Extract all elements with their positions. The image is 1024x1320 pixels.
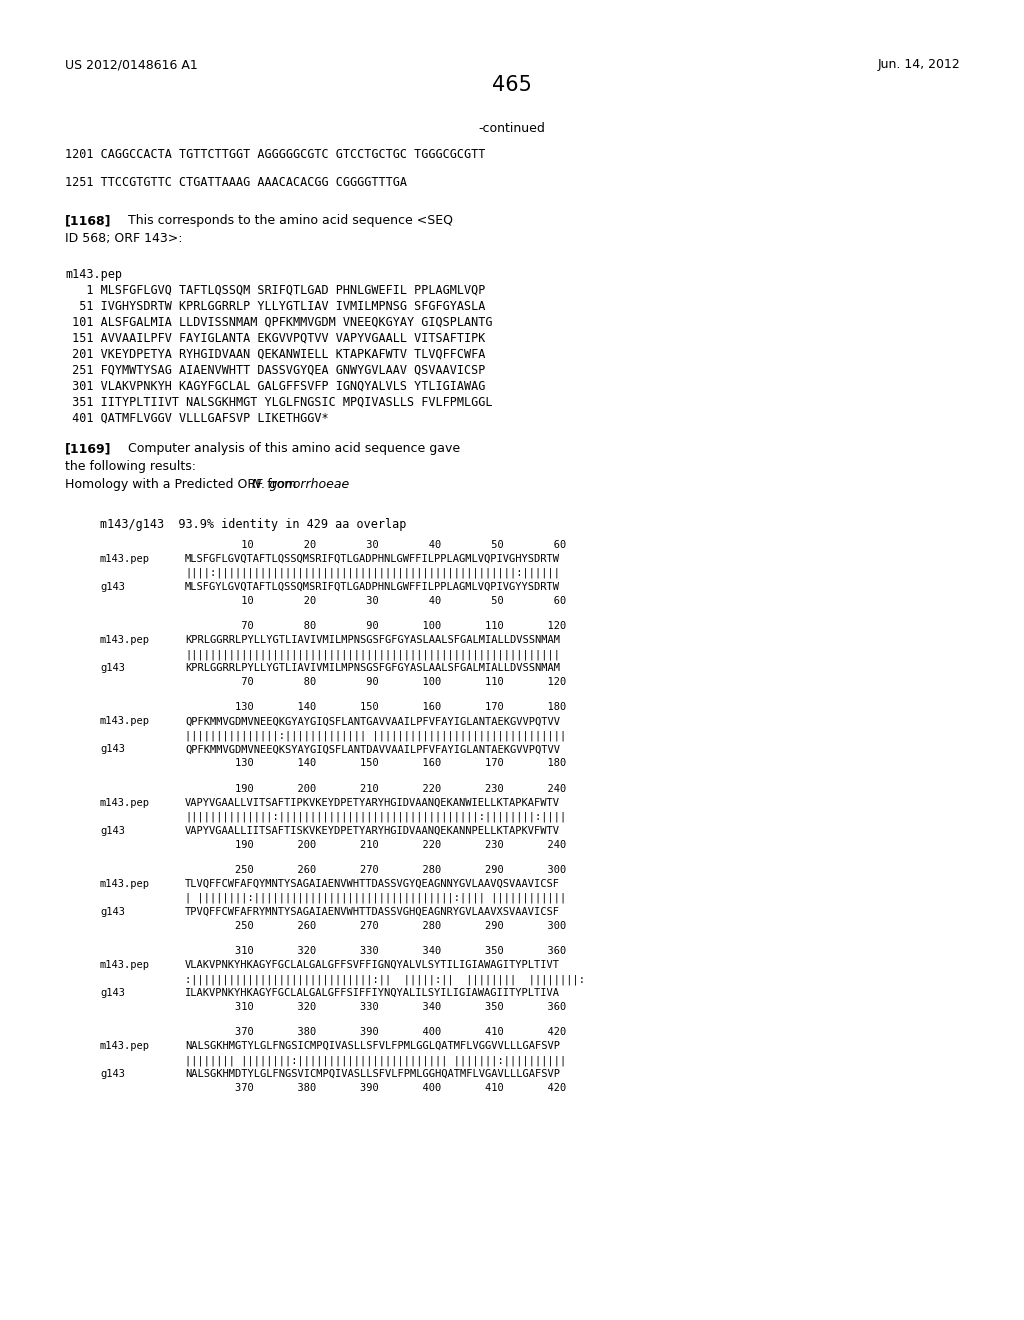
Text: MLSFGFLGVQTAFTLQSSQMSRIFQTLGADPHNLGWFFILPPLAGMLVQPIVGHYSDRTW: MLSFGFLGVQTAFTLQSSQMSRIFQTLGADPHNLGWFFIL…	[185, 554, 560, 564]
Text: 1201 CAGGCCACTA TGTTCTTGGT AGGGGGCGTC GTCCTGCTGC TGGGCGCGTT: 1201 CAGGCCACTA TGTTCTTGGT AGGGGGCGTC GT…	[65, 148, 485, 161]
Text: g143: g143	[100, 744, 125, 755]
Text: ILAKVPNKYHKAGYFGCLALGALGFFSIFFIYNQYALILSYILIGIAWAGIITYPLTIVA: ILAKVPNKYHKAGYFGCLALGALGFFSIFFIYNQYALILS…	[185, 987, 560, 998]
Text: 401 QATMFLVGGV VLLLGAFSVP LIKETHGGV*: 401 QATMFLVGGV VLLLGAFSVP LIKETHGGV*	[65, 412, 329, 425]
Text: 1 MLSFGFLGVQ TAFTLQSSQM SRIFQTLGAD PHNLGWEFIL PPLAGMLVQP: 1 MLSFGFLGVQ TAFTLQSSQM SRIFQTLGAD PHNLG…	[65, 284, 485, 297]
Text: This corresponds to the amino acid sequence <SEQ: This corresponds to the amino acid seque…	[120, 214, 453, 227]
Text: MLSFGYLGVQTAFTLQSSQMSRIFQTLGADPHNLGWFFILPPLAGMLVQPIVGYYSDRTW: MLSFGYLGVQTAFTLQSSQMSRIFQTLGADPHNLGWFFIL…	[185, 582, 560, 591]
Text: m143.pep: m143.pep	[65, 268, 122, 281]
Text: ||||||||||||||||||||||||||||||||||||||||||||||||||||||||||||: ||||||||||||||||||||||||||||||||||||||||…	[185, 649, 560, 660]
Text: m143.pep: m143.pep	[100, 797, 150, 808]
Text: QPFKMMVGDMVNEEQKSYAYGIQSFLANTDAVVAAILPFVFAYIGLANTAEKGVVPQTVV: QPFKMMVGDMVNEEQKSYAYGIQSFLANTDAVVAAILPFV…	[185, 744, 560, 755]
Text: -continued: -continued	[478, 121, 546, 135]
Text: 351 IITYPLTIIVT NALSGKHMGT YLGLFNGSIC MPQIVASLLS FVLFPMLGGL: 351 IITYPLTIIVT NALSGKHMGT YLGLFNGSIC MP…	[65, 396, 493, 409]
Text: KPRLGGRRLPYLLYGTLIAVIVMILMPNSGSFGFGYASLAALSFGALMIALLDVSSNMAM: KPRLGGRRLPYLLYGTLIAVIVMILMPNSGSFGFGYASLA…	[185, 663, 560, 673]
Text: NALSGKHMDTYLGLFNGSVICMPQIVASLLSFVLFPMLGGHQATMFLVGAVLLLGAFSVP: NALSGKHMDTYLGLFNGSVICMPQIVASLLSFVLFPMLGG…	[185, 1069, 560, 1080]
Text: |||||||| ||||||||:|||||||||||||||||||||||| |||||||:||||||||||: |||||||| ||||||||:||||||||||||||||||||||…	[185, 1055, 566, 1065]
Text: [1169]: [1169]	[65, 442, 112, 455]
Text: ||||||||||||||:||||||||||||||||||||||||||||||||:||||||||:||||: ||||||||||||||:|||||||||||||||||||||||||…	[185, 812, 566, 822]
Text: m143.pep: m143.pep	[100, 554, 150, 564]
Text: Jun. 14, 2012: Jun. 14, 2012	[878, 58, 961, 71]
Text: N. gonorrhoeae: N. gonorrhoeae	[252, 478, 349, 491]
Text: g143: g143	[100, 1069, 125, 1080]
Text: [1168]: [1168]	[65, 214, 112, 227]
Text: g143: g143	[100, 987, 125, 998]
Text: m143.pep: m143.pep	[100, 1041, 150, 1051]
Text: 190       200       210       220       230       240: 190 200 210 220 230 240	[185, 784, 566, 793]
Text: m143/g143  93.9% identity in 429 aa overlap: m143/g143 93.9% identity in 429 aa overl…	[100, 517, 407, 531]
Text: 250       260       270       280       290       300: 250 260 270 280 290 300	[185, 865, 566, 875]
Text: TPVQFFCWFAFRYMNTYSAGAIAENVWHTTDASSVGHQEAGNRYGVLAAVXSVAAVICSF: TPVQFFCWFAFRYMNTYSAGAIAENVWHTTDASSVGHQEA…	[185, 907, 560, 917]
Text: VLAKVPNKYHKAGYFGCLALGALGFFSVFFIGNQYALVLSYTILIGIAWAGITYPLTIVT: VLAKVPNKYHKAGYFGCLALGALGFFSVFFIGNQYALVLS…	[185, 960, 560, 970]
Text: 310       320       330       340       350       360: 310 320 330 340 350 360	[185, 946, 566, 956]
Text: Homology with a Predicted ORF from: Homology with a Predicted ORF from	[65, 478, 300, 491]
Text: g143: g143	[100, 825, 125, 836]
Text: 10        20        30        40        50        60: 10 20 30 40 50 60	[185, 597, 566, 606]
Text: m143.pep: m143.pep	[100, 717, 150, 726]
Text: ||||:||||||||||||||||||||||||||||||||||||||||||||||||:||||||: ||||:|||||||||||||||||||||||||||||||||||…	[185, 568, 560, 578]
Text: 190       200       210       220       230       240: 190 200 210 220 230 240	[185, 840, 566, 850]
Text: :|||||||||||||||||||||||||||||:||  |||||:||  ||||||||  ||||||||:: :|||||||||||||||||||||||||||||:|| |||||:…	[185, 974, 585, 985]
Text: 10        20        30        40        50        60: 10 20 30 40 50 60	[185, 540, 566, 550]
Text: VAPYVGAALLVITSAFTIPKVKEYDPETYARYHGIDVAANQEKANWIELLKTAPKAFWTV: VAPYVGAALLVITSAFTIPKVKEYDPETYARYHGIDVAAN…	[185, 797, 560, 808]
Text: the following results:: the following results:	[65, 459, 196, 473]
Text: Computer analysis of this amino acid sequence gave: Computer analysis of this amino acid seq…	[120, 442, 460, 455]
Text: 310       320       330       340       350       360: 310 320 330 340 350 360	[185, 1002, 566, 1012]
Text: 370       380       390       400       410       420: 370 380 390 400 410 420	[185, 1027, 566, 1038]
Text: 370       380       390       400       410       420: 370 380 390 400 410 420	[185, 1084, 566, 1093]
Text: 70        80        90       100       110       120: 70 80 90 100 110 120	[185, 677, 566, 688]
Text: 70        80        90       100       110       120: 70 80 90 100 110 120	[185, 622, 566, 631]
Text: QPFKMMVGDMVNEEQKGYAYGIQSFLANTGAVVAAILPFVFAYIGLANTAEKGVVPQTVV: QPFKMMVGDMVNEEQKGYAYGIQSFLANTGAVVAAILPFV…	[185, 717, 560, 726]
Text: m143.pep: m143.pep	[100, 879, 150, 888]
Text: | ||||||||:||||||||||||||||||||||||||||||||:|||| ||||||||||||: | ||||||||:|||||||||||||||||||||||||||||…	[185, 892, 566, 903]
Text: g143: g143	[100, 907, 125, 917]
Text: 151 AVVAAILPFV FAYIGLANTA EKGVVPQTVV VAPYVGAALL VITSAFTIPK: 151 AVVAAILPFV FAYIGLANTA EKGVVPQTVV VAP…	[65, 333, 485, 345]
Text: ID 568; ORF 143>:: ID 568; ORF 143>:	[65, 232, 182, 246]
Text: 1251 TTCCGTGTTC CTGATTAAAG AAACACACGG CGGGGTTTGA: 1251 TTCCGTGTTC CTGATTAAAG AAACACACGG CG…	[65, 176, 407, 189]
Text: 250       260       270       280       290       300: 250 260 270 280 290 300	[185, 921, 566, 931]
Text: |||||||||||||||:||||||||||||| |||||||||||||||||||||||||||||||: |||||||||||||||:||||||||||||| ||||||||||…	[185, 730, 566, 741]
Text: US 2012/0148616 A1: US 2012/0148616 A1	[65, 58, 198, 71]
Text: KPRLGGRRLPYLLYGTLIAVIVMILMPNSGSFGFGYASLAALSFGALMIALLDVSSNMAM: KPRLGGRRLPYLLYGTLIAVIVMILMPNSGSFGFGYASLA…	[185, 635, 560, 645]
Text: g143: g143	[100, 582, 125, 591]
Text: 130       140       150       160       170       180: 130 140 150 160 170 180	[185, 702, 566, 713]
Text: VAPYVGAALLIITSAFTISKVKEYDPETYARYHGIDVAANQEKANNPELLKTAPKVFWTV: VAPYVGAALLIITSAFTISKVKEYDPETYARYHGIDVAAN…	[185, 825, 560, 836]
Text: 201 VKEYDPETYA RYHGIDVAAN QEKANWIELL KTAPKAFWTV TLVQFFCWFA: 201 VKEYDPETYA RYHGIDVAAN QEKANWIELL KTA…	[65, 348, 485, 360]
Text: m143.pep: m143.pep	[100, 635, 150, 645]
Text: 51 IVGHYSDRTW KPRLGGRRLP YLLYGTLIAV IVMILMPNSG SFGFGYASLA: 51 IVGHYSDRTW KPRLGGRRLP YLLYGTLIAV IVMI…	[65, 300, 485, 313]
Text: 465: 465	[493, 75, 531, 95]
Text: 301 VLAKVPNKYH KAGYFGCLAL GALGFFSVFP IGNQYALVLS YTLIGIAWAG: 301 VLAKVPNKYH KAGYFGCLAL GALGFFSVFP IGN…	[65, 380, 485, 393]
Text: g143: g143	[100, 663, 125, 673]
Text: m143.pep: m143.pep	[100, 960, 150, 970]
Text: 130       140       150       160       170       180: 130 140 150 160 170 180	[185, 759, 566, 768]
Text: 101 ALSFGALMIA LLDVISSNMAM QPFKMMVGDM VNEEQKGYAY GIQSPLANTG: 101 ALSFGALMIA LLDVISSNMAM QPFKMMVGDM VN…	[65, 315, 493, 329]
Text: NALSGKHMGTYLGLFNGSICMPQIVASLLSFVLFPMLGGLQATMFLVGGVVLLLGAFSVP: NALSGKHMGTYLGLFNGSICMPQIVASLLSFVLFPMLGGL…	[185, 1041, 560, 1051]
Text: 251 FQYMWTYSAG AIAENVWHTT DASSVGYQEA GNWYGVLAAV QSVAAVICSP: 251 FQYMWTYSAG AIAENVWHTT DASSVGYQEA GNW…	[65, 364, 485, 378]
Text: TLVQFFCWFAFQYMNTYSAGAIAENVWHTTDASSVGYQEAGNNYGVLAAVQSVAAVICSF: TLVQFFCWFAFQYMNTYSAGAIAENVWHTTDASSVGYQEA…	[185, 879, 560, 888]
